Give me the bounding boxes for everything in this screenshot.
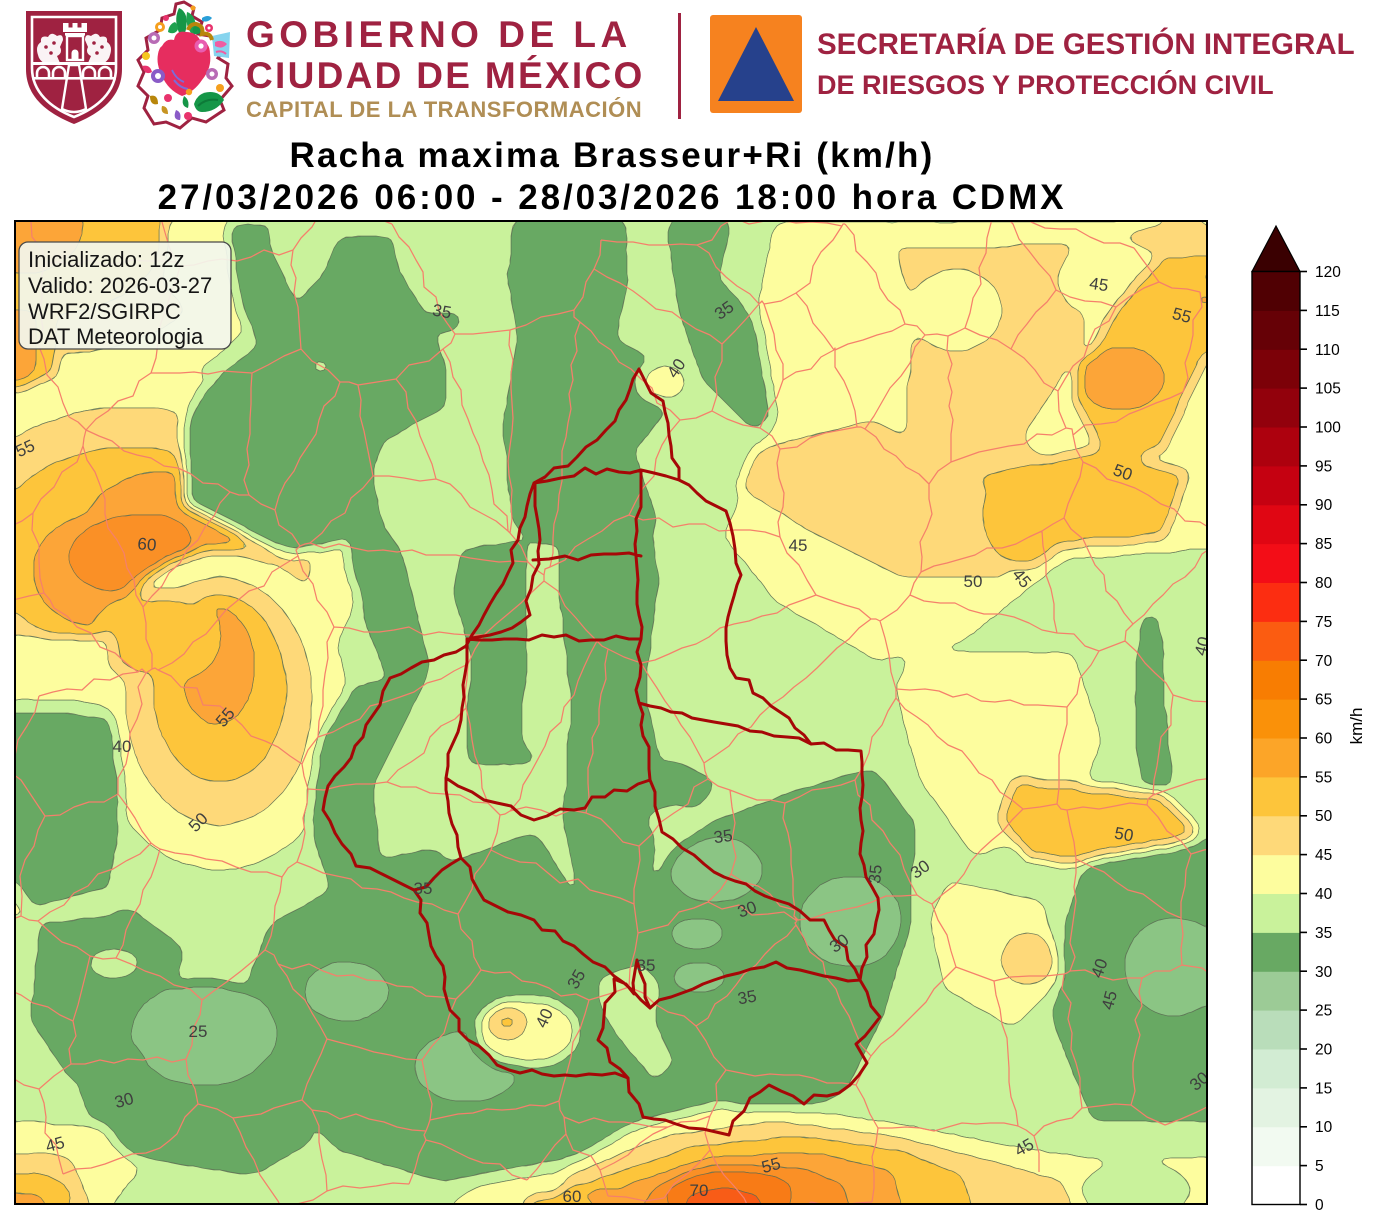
svg-text:35: 35 — [736, 986, 758, 1008]
svg-text:95: 95 — [1315, 458, 1332, 475]
svg-text:35: 35 — [431, 300, 453, 322]
svg-text:0: 0 — [1315, 1197, 1324, 1214]
svg-text:35: 35 — [414, 879, 433, 898]
svg-text:45: 45 — [1315, 847, 1332, 864]
svg-text:110: 110 — [1315, 342, 1340, 359]
svg-text:115: 115 — [1315, 303, 1340, 320]
svg-text:60: 60 — [137, 534, 158, 555]
svg-text:55: 55 — [1170, 304, 1193, 327]
svg-text:35: 35 — [1315, 925, 1332, 942]
svg-text:85: 85 — [1315, 536, 1332, 553]
svg-text:40: 40 — [1191, 635, 1208, 658]
svg-text:45: 45 — [789, 536, 808, 555]
svg-text:120: 120 — [1315, 264, 1341, 281]
svg-text:50: 50 — [1315, 808, 1333, 825]
svg-text:45: 45 — [44, 1133, 67, 1156]
svg-text:65: 65 — [1315, 692, 1332, 709]
svg-text:35: 35 — [712, 826, 733, 847]
svg-text:50: 50 — [1113, 823, 1135, 845]
svg-text:DAT Meteorologia: DAT Meteorologia — [28, 324, 204, 349]
svg-text:Inicializado: 12z: Inicializado: 12z — [28, 247, 185, 272]
svg-text:WRF2/SGIRPC: WRF2/SGIRPC — [28, 299, 181, 324]
svg-text:30: 30 — [113, 1089, 136, 1112]
svg-text:75: 75 — [1315, 614, 1332, 631]
svg-text:40: 40 — [113, 737, 132, 756]
svg-text:45: 45 — [1098, 989, 1121, 1012]
svg-text:45: 45 — [1088, 274, 1109, 295]
svg-text:km/h: km/h — [1347, 708, 1366, 745]
svg-text:90: 90 — [1315, 497, 1333, 514]
svg-text:10: 10 — [1315, 1119, 1333, 1136]
svg-text:30: 30 — [1315, 964, 1333, 981]
svg-text:70: 70 — [690, 1181, 709, 1200]
svg-text:60: 60 — [563, 1187, 582, 1205]
svg-text:20: 20 — [1315, 1042, 1333, 1059]
svg-text:35: 35 — [865, 864, 886, 885]
svg-text:25: 25 — [1315, 1003, 1332, 1020]
svg-text:Valido: 2026-03-27: Valido: 2026-03-27 — [28, 273, 212, 298]
svg-text:80: 80 — [1315, 575, 1333, 592]
svg-text:70: 70 — [1315, 653, 1333, 670]
svg-text:55: 55 — [1315, 769, 1332, 786]
svg-text:55: 55 — [14, 436, 38, 461]
svg-text:25: 25 — [189, 1022, 208, 1041]
svg-text:60: 60 — [1315, 731, 1333, 748]
svg-text:15: 15 — [1315, 1080, 1332, 1097]
svg-text:35: 35 — [637, 956, 656, 975]
svg-text:100: 100 — [1315, 420, 1341, 437]
svg-text:50: 50 — [964, 572, 983, 591]
svg-text:40: 40 — [1315, 886, 1333, 903]
svg-text:55: 55 — [760, 1154, 783, 1177]
svg-text:5: 5 — [1315, 1158, 1324, 1175]
svg-text:105: 105 — [1315, 381, 1341, 398]
